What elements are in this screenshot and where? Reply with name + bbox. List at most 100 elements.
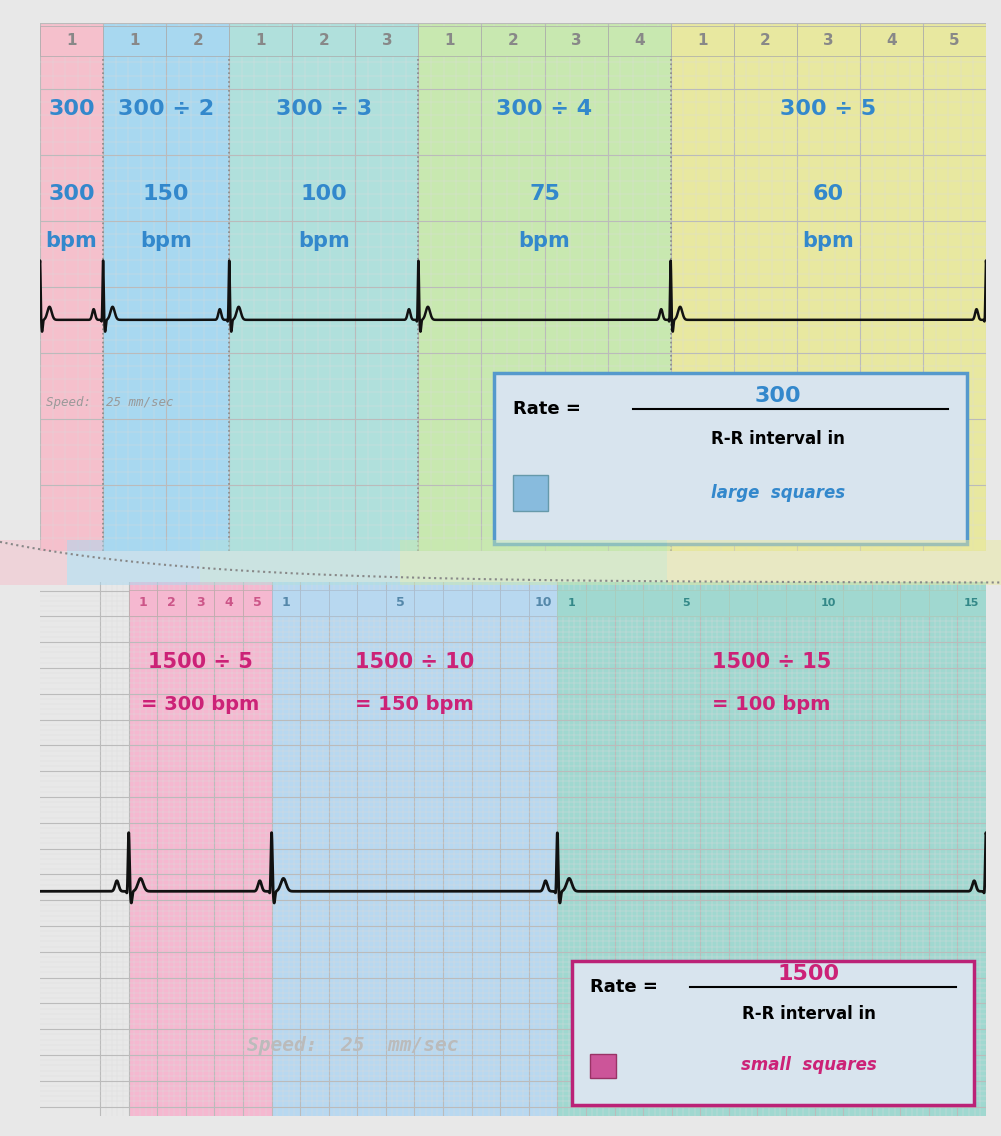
Text: Speed:  25  mm/sec: Speed: 25 mm/sec — [247, 1036, 458, 1055]
Text: 4: 4 — [886, 33, 897, 49]
Bar — [200, 540, 400, 585]
Bar — [797, 26, 860, 56]
Text: 1500 ÷ 15: 1500 ÷ 15 — [712, 652, 832, 671]
Text: 300 ÷ 2: 300 ÷ 2 — [118, 99, 214, 118]
Text: bpm: bpm — [519, 231, 571, 251]
Text: 10: 10 — [821, 598, 837, 608]
FancyBboxPatch shape — [494, 373, 967, 544]
Text: 3: 3 — [823, 33, 834, 49]
Text: 300 ÷ 3: 300 ÷ 3 — [275, 99, 372, 118]
Text: Rate =: Rate = — [514, 400, 581, 418]
Text: 5: 5 — [682, 598, 690, 608]
Bar — [815, 590, 843, 617]
Text: 4: 4 — [224, 596, 233, 610]
Bar — [229, 23, 418, 551]
Bar — [103, 23, 229, 551]
Text: 1: 1 — [568, 598, 576, 608]
Text: 60: 60 — [813, 184, 844, 204]
Text: bpm: bpm — [298, 231, 349, 251]
Text: 150: 150 — [143, 184, 189, 204]
Text: 300: 300 — [48, 99, 95, 118]
Text: 1: 1 — [138, 596, 147, 610]
FancyBboxPatch shape — [573, 961, 974, 1105]
Text: 75: 75 — [530, 184, 560, 204]
Text: 1: 1 — [444, 33, 455, 49]
Text: large  squares: large squares — [711, 484, 845, 502]
Bar — [671, 26, 734, 56]
Text: 1: 1 — [129, 33, 140, 49]
Bar — [243, 590, 271, 617]
Text: bpm: bpm — [140, 231, 192, 251]
Bar — [843, 590, 872, 617]
Text: 2: 2 — [318, 33, 329, 49]
Text: 300 ÷ 4: 300 ÷ 4 — [496, 99, 593, 118]
Bar — [957, 590, 986, 617]
Bar — [40, 26, 103, 56]
Text: 2: 2 — [167, 596, 176, 610]
Bar — [443, 590, 471, 617]
Bar — [355, 26, 418, 56]
Text: small  squares: small squares — [741, 1055, 877, 1074]
Bar — [923, 26, 986, 56]
Text: 10: 10 — [535, 596, 552, 610]
Bar — [400, 540, 668, 585]
Text: 2: 2 — [508, 33, 519, 49]
Text: bpm: bpm — [803, 231, 854, 251]
Text: = 150 bpm: = 150 bpm — [355, 695, 473, 713]
Bar — [668, 540, 1001, 585]
Text: 1: 1 — [281, 596, 290, 610]
Bar — [0, 540, 67, 585]
Bar — [500, 590, 529, 617]
Text: 1500: 1500 — [778, 964, 840, 984]
Bar — [529, 590, 558, 617]
Text: Rate =: Rate = — [590, 978, 658, 996]
Text: 2: 2 — [192, 33, 203, 49]
Bar — [129, 582, 271, 1116]
Text: 1500 ÷ 10: 1500 ÷ 10 — [354, 652, 474, 671]
Text: 3: 3 — [196, 596, 204, 610]
Bar — [67, 540, 200, 585]
Text: 1500 ÷ 5: 1500 ÷ 5 — [148, 652, 252, 671]
Text: 300: 300 — [48, 184, 95, 204]
Text: 1: 1 — [66, 33, 77, 49]
Bar — [615, 590, 643, 617]
Text: 5: 5 — [253, 596, 261, 610]
Bar — [545, 26, 608, 56]
Text: R-R interval in: R-R interval in — [742, 1005, 876, 1024]
Bar — [414, 590, 443, 617]
Text: 300 ÷ 5: 300 ÷ 5 — [780, 99, 877, 118]
Bar — [672, 590, 701, 617]
Text: 15: 15 — [964, 598, 979, 608]
Text: 1: 1 — [697, 33, 708, 49]
Bar — [608, 26, 671, 56]
Bar — [734, 26, 797, 56]
Bar — [129, 590, 157, 617]
Bar — [300, 590, 328, 617]
Bar — [558, 582, 986, 1116]
Bar — [872, 590, 900, 617]
Bar — [186, 590, 214, 617]
Bar — [558, 590, 586, 617]
Bar — [900, 590, 929, 617]
Bar — [418, 23, 671, 551]
Text: Speed:  25 mm/sec: Speed: 25 mm/sec — [46, 395, 174, 409]
Text: 300: 300 — [755, 386, 801, 406]
Text: 1: 1 — [255, 33, 266, 49]
Text: R-R interval in: R-R interval in — [711, 429, 845, 448]
Text: = 300 bpm: = 300 bpm — [141, 695, 259, 713]
Bar — [40, 582, 129, 1116]
Bar — [729, 590, 758, 617]
Text: 4: 4 — [634, 33, 645, 49]
Bar — [514, 475, 548, 511]
Bar — [271, 582, 558, 1116]
Bar — [758, 590, 786, 617]
Bar — [292, 26, 355, 56]
Bar — [860, 26, 923, 56]
Text: 5: 5 — [949, 33, 960, 49]
Text: 5: 5 — [395, 596, 404, 610]
Bar — [271, 590, 300, 617]
Bar — [40, 23, 103, 551]
Bar — [418, 26, 481, 56]
Bar — [590, 1054, 617, 1078]
Text: = 100 bpm: = 100 bpm — [713, 695, 831, 713]
